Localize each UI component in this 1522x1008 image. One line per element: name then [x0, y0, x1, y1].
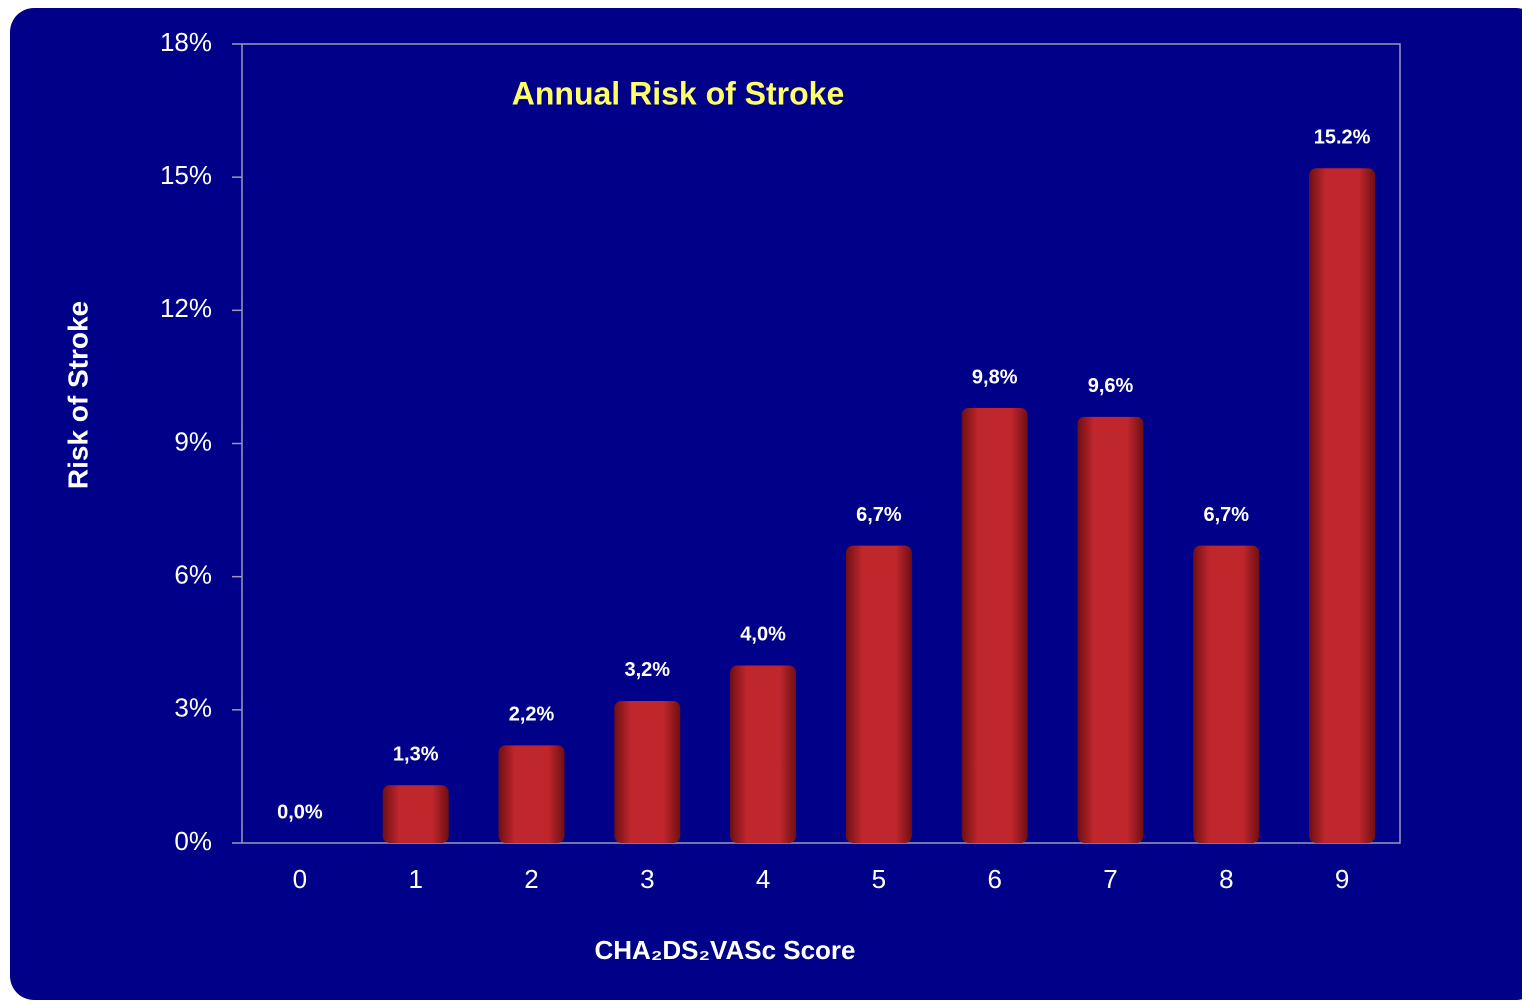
bar [845, 545, 912, 843]
x-tick-label: 0 [293, 864, 307, 894]
y-tick-label: 12% [160, 293, 212, 323]
data-label: 6,7% [1204, 504, 1250, 526]
bar [961, 407, 1028, 843]
data-label: 3,2% [625, 659, 671, 681]
x-tick-label: 6 [987, 864, 1001, 894]
bar [382, 785, 449, 843]
bar [498, 745, 565, 843]
y-axis-label: Risk of Stroke [62, 301, 93, 489]
x-tick-label: 9 [1335, 864, 1349, 894]
y-tick-label: 3% [174, 693, 212, 723]
y-tick-label: 6% [174, 560, 212, 590]
bar [614, 700, 681, 843]
y-tick-label: 15% [160, 160, 212, 190]
x-tick-label: 4 [756, 864, 770, 894]
y-tick-label: 0% [174, 826, 212, 856]
data-label: 1,3% [393, 744, 439, 766]
panel-background [10, 8, 1522, 1000]
data-label: 2,2% [509, 704, 555, 726]
bar [1077, 416, 1144, 843]
bar [1193, 545, 1260, 843]
bar [1309, 168, 1376, 844]
y-tick-label: 18% [160, 27, 212, 57]
data-label: 4,0% [740, 624, 786, 646]
data-label: 9,8% [972, 366, 1018, 388]
bar [730, 665, 797, 843]
data-label: 15.2% [1314, 127, 1371, 149]
x-tick-label: 8 [1219, 864, 1233, 894]
x-tick-label: 1 [408, 864, 422, 894]
x-tick-label: 3 [640, 864, 654, 894]
x-axis-label: CHA₂DS₂VASc Score [594, 935, 855, 965]
x-tick-label: 7 [1103, 864, 1117, 894]
y-tick-label: 9% [174, 426, 212, 456]
data-label: 6,7% [856, 504, 902, 526]
data-label: 0,0% [277, 801, 323, 823]
chart-title: Annual Risk of Stroke [512, 75, 845, 111]
x-tick-label: 5 [872, 864, 886, 894]
x-tick-label: 2 [524, 864, 538, 894]
data-label: 9,6% [1088, 375, 1134, 397]
